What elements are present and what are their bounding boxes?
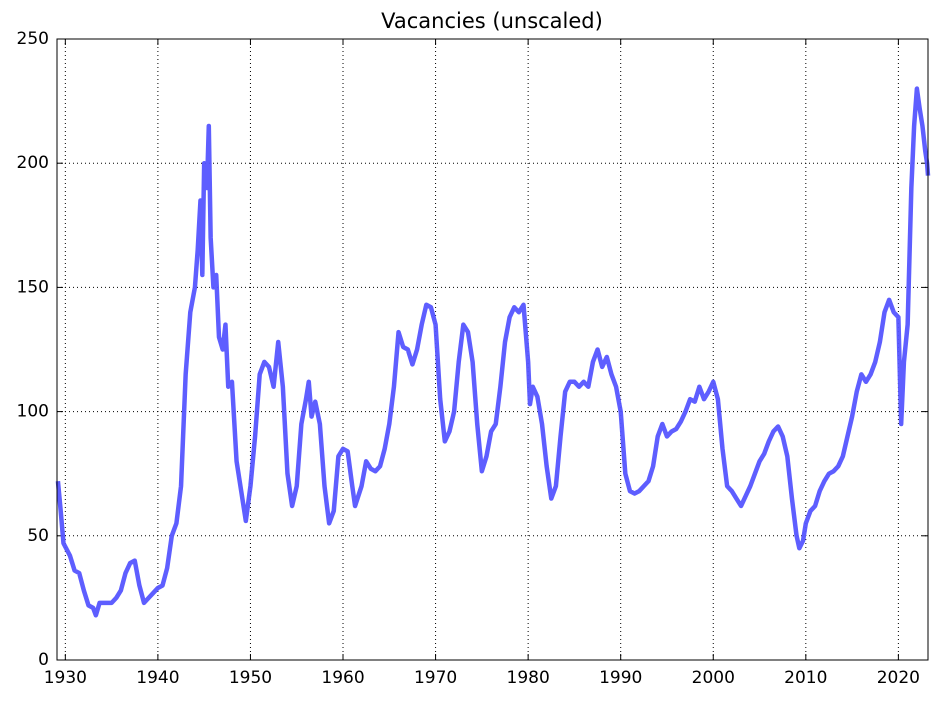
x-tick-label: 2010: [784, 668, 827, 688]
x-tick-label: 1940: [136, 668, 179, 688]
y-tick-label: 0: [38, 650, 49, 670]
x-tick-label: 1960: [321, 668, 364, 688]
y-tick-label: 50: [27, 526, 49, 546]
chart-title: Vacancies (unscaled): [381, 9, 603, 33]
x-tick-label: 2000: [692, 668, 735, 688]
x-tick-label: 1990: [599, 668, 642, 688]
x-tick-label: 1950: [229, 668, 272, 688]
data-line: [55, 86, 931, 618]
y-tick-label: 200: [17, 153, 49, 173]
y-tick-label: 250: [17, 29, 49, 49]
y-tick-label: 150: [17, 277, 49, 297]
y-tick-label: 100: [17, 402, 49, 422]
x-tick-label: 1980: [507, 668, 550, 688]
x-tick-label: 1930: [44, 668, 87, 688]
plot-frame: [56, 38, 929, 661]
x-tick-label: 2020: [877, 668, 920, 688]
x-tick-label: 1970: [414, 668, 457, 688]
